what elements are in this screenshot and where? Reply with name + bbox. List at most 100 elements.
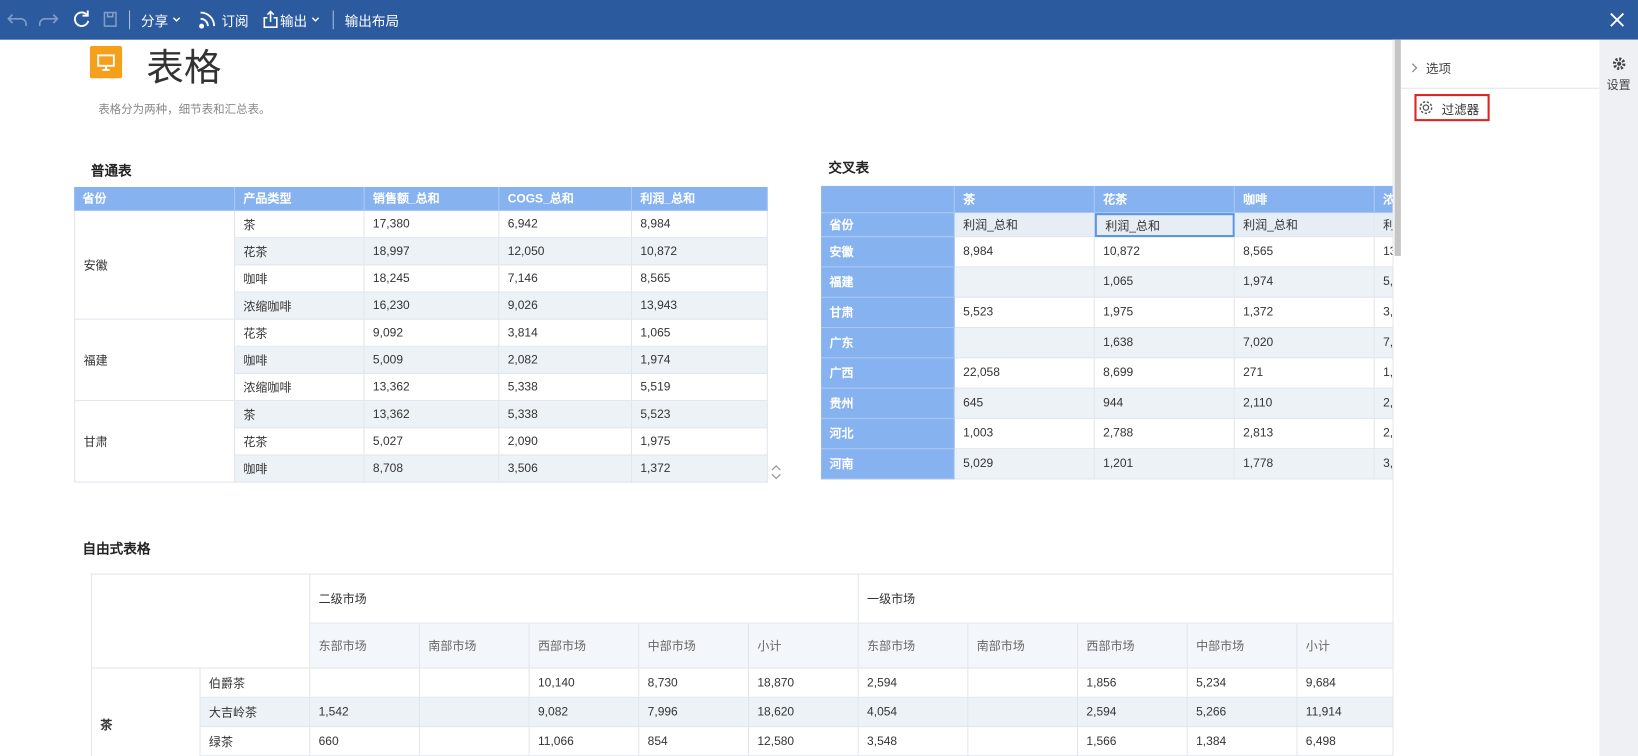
table-cell: 1,384 — [1187, 727, 1298, 756]
options-item[interactable]: 选项 — [1425, 61, 1452, 77]
column-header: 南部市场 — [419, 623, 530, 669]
table-cell: 1,201 — [1094, 449, 1235, 480]
table-cell — [419, 727, 530, 756]
row-header: 伯爵茶 — [200, 668, 311, 698]
scroll-arrows[interactable] — [770, 464, 783, 481]
export-icon[interactable] — [263, 10, 278, 28]
table-cell: 18,997 — [364, 238, 500, 266]
table-header: 销售额_总和 — [364, 186, 500, 212]
table-cell: 5,519 — [632, 373, 768, 402]
table-cell: 1,638 — [1094, 328, 1235, 359]
table-header: 省份 — [74, 186, 236, 212]
measure-header: 利润_总和 — [1234, 213, 1375, 238]
section-title: 普通表 — [90, 162, 132, 179]
table-cell: 2,090 — [499, 428, 633, 456]
measure-header: 利润_总和 — [1094, 213, 1235, 238]
undo-icon[interactable] — [7, 14, 27, 27]
column-header: 东部市场 — [310, 623, 420, 669]
table-cell: 9,082 — [529, 697, 640, 728]
table-cell: 1,065 — [632, 319, 768, 347]
table-cell: 8,984 — [954, 237, 1095, 268]
row-header: 安徽 — [821, 237, 955, 268]
table-cell: 645 — [954, 388, 1095, 419]
row-header: 贵州 — [821, 388, 955, 419]
settings-label[interactable]: 设置 — [1606, 79, 1631, 92]
table-cell: 8,730 — [639, 668, 750, 698]
table-cell: 1,003 — [954, 418, 1095, 450]
filter-item[interactable]: 过滤器 — [1414, 94, 1490, 122]
table-cell — [419, 668, 530, 698]
table-cell — [968, 668, 1079, 698]
column-header: 咖啡 — [1234, 185, 1375, 214]
column-header: 花茶 — [1094, 185, 1235, 214]
rss-icon[interactable] — [199, 11, 216, 29]
export-caret — [311, 17, 320, 22]
table-cell: 10,872 — [632, 238, 768, 266]
subscribe-button[interactable]: 订阅 — [221, 13, 249, 29]
table-cell: 5,338 — [499, 373, 633, 402]
row-header: 大吉岭茶 — [200, 697, 311, 728]
gear-icon — [1419, 101, 1433, 115]
table-cell: 1,975 — [1094, 297, 1235, 329]
table-cell: 3,548 — [858, 727, 969, 756]
save-icon[interactable] — [103, 11, 117, 27]
table-cell: 16,230 — [364, 292, 500, 320]
table-cell: 1,566 — [1078, 727, 1188, 756]
table-cell: 18,245 — [364, 265, 500, 293]
page-description: 表格分为两种，细节表和汇总表。 — [98, 103, 271, 116]
section-title: 交叉表 — [828, 159, 870, 176]
table-cell: 8,984 — [632, 211, 768, 239]
column-header: 茶 — [954, 185, 1095, 214]
toolbar-icons — [7, 10, 334, 30]
table-cell: 8,699 — [1094, 358, 1235, 389]
table-cell: 1,065 — [1094, 267, 1235, 298]
side-panel: 选项 过滤器 — [1392, 39, 1601, 756]
section-title: 自由式表格 — [82, 541, 151, 557]
table-cell: 5,338 — [499, 401, 633, 429]
table-header: 产品类型 — [235, 186, 365, 212]
table-cell: 9,026 — [499, 292, 633, 320]
table-cell: 8,565 — [1234, 237, 1375, 268]
row-header: 福建 — [821, 267, 955, 298]
column-header: 中部市场 — [639, 623, 750, 669]
share-caret — [172, 17, 181, 22]
scrollbar[interactable] — [1394, 39, 1401, 256]
table-cell: 854 — [639, 727, 750, 756]
export-button[interactable]: 输出 — [279, 13, 308, 29]
table-cell: 18,870 — [749, 668, 859, 698]
table-cell: 13,943 — [632, 292, 768, 320]
table-cell: 13,362 — [364, 373, 500, 402]
table-cell: 5,029 — [954, 449, 1095, 480]
row-header: 河北 — [821, 418, 955, 450]
row-group-header: 茶 — [90, 668, 201, 756]
table-cell: 2,110 — [1234, 388, 1375, 419]
chevron — [1411, 63, 1418, 73]
table-cell: 18,620 — [749, 697, 859, 728]
redo-icon[interactable] — [38, 14, 59, 27]
measure-header: 利润_总和 — [954, 213, 1095, 238]
table-cell: 咖啡 — [235, 346, 365, 374]
refresh-icon[interactable] — [73, 10, 90, 27]
table-cell: 1,856 — [1078, 668, 1188, 698]
table-cell: 5,523 — [954, 297, 1095, 329]
table-cell: 咖啡 — [235, 455, 365, 483]
row-header: 广东 — [821, 328, 955, 359]
table-cell — [310, 668, 420, 698]
table-cell — [954, 267, 1095, 298]
table-cell: 花茶 — [235, 238, 365, 266]
table-cell: 茶 — [235, 211, 365, 239]
province-cell: 安徽 — [74, 211, 236, 320]
column-header: 小计 — [749, 623, 859, 669]
table-cell: 5,523 — [632, 401, 768, 429]
table-cell: 咖啡 — [235, 265, 365, 293]
export-layout-button[interactable]: 输出布局 — [344, 13, 400, 29]
share-button[interactable]: 分享 — [141, 13, 169, 29]
table-cell — [968, 697, 1079, 728]
close-button[interactable] — [1607, 9, 1628, 30]
page-title: 表格 — [146, 45, 222, 89]
table-cell: 9,684 — [1297, 668, 1408, 698]
settings-sidebar: 设置 — [1599, 39, 1638, 756]
table-cell: 2,594 — [858, 668, 969, 698]
settings-icon[interactable] — [1611, 55, 1628, 72]
